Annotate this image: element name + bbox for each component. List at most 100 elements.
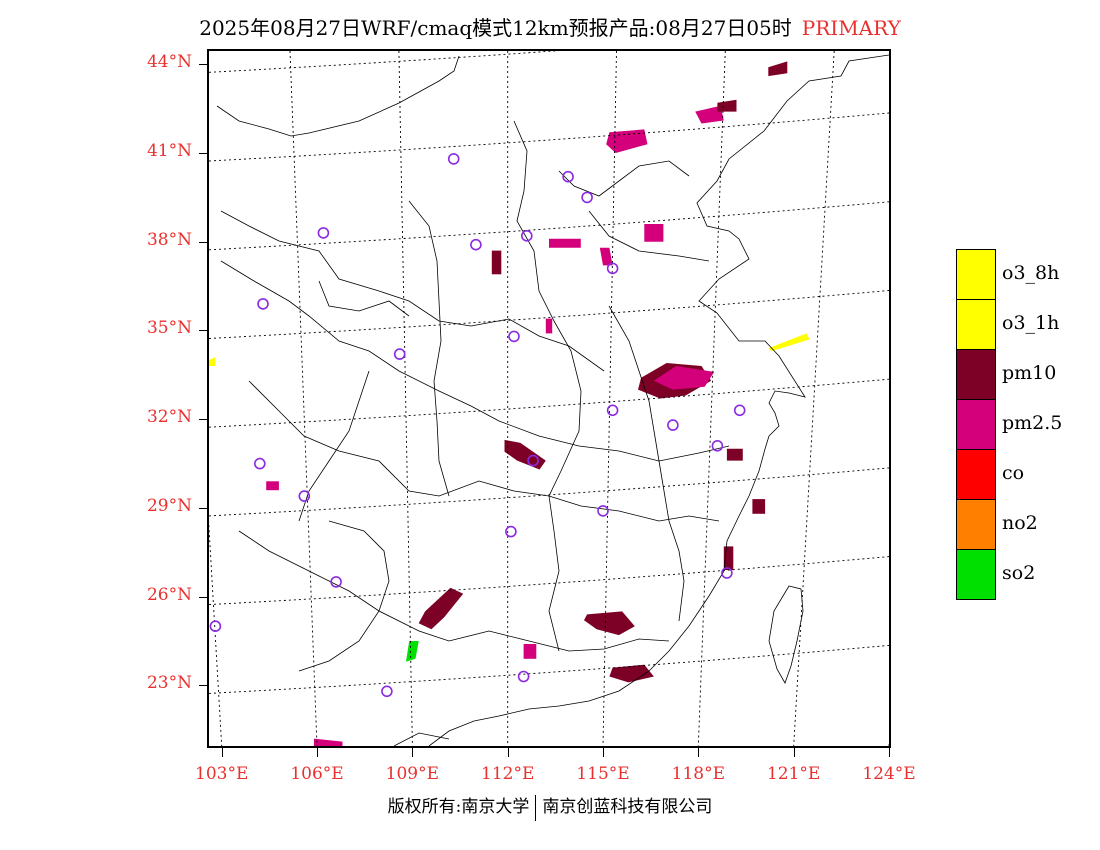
pollution-patch-pm10 [504,439,546,470]
lat-tick-label: 35°N [146,318,192,339]
station-marker [562,170,574,183]
pollution-patch-pm10 [717,99,737,112]
border-d [238,530,670,652]
station-marker [508,330,520,343]
latitude-line [209,51,560,73]
station-marker [733,404,746,417]
pollution-patch-so2 [406,641,419,662]
latitude-line [209,644,889,694]
lon-tick [698,747,700,757]
copyright: 版权所有:南京大学 南京创蓝科技有限公司 [0,792,1100,821]
lat-tick-label: 23°N [146,673,192,694]
longitude-line [209,520,223,746]
lon-tick-label: 112°E [481,764,535,784]
latitude-line [209,290,889,339]
legend-label: pm10 [1002,362,1057,384]
pollution-patch-pm10 [768,61,788,77]
lat-tick-label: 44°N [146,52,192,73]
pollution-patch-pm10 [609,664,654,683]
pollution-patch-pm2-5 [644,224,664,242]
station-marker [381,685,393,698]
station-marker [505,525,517,538]
copyright-separator [535,794,537,821]
lon-tick [889,747,890,757]
station-marker [209,620,222,633]
map-canvas [209,51,889,746]
station-marker [447,153,460,165]
map-title: 2025年08月27日WRF/cmaq模式12km预报产品:08月27日05时 P… [0,12,1100,41]
station-marker [721,567,733,579]
longitude-line [793,51,835,746]
legend-label: o3_1h [1002,312,1060,334]
legend-swatch [956,299,996,350]
legend-swatch [956,349,996,400]
pollution-patch-pm10 [491,250,502,275]
border-b [220,260,730,462]
pollution-patch-pm2-5 [266,481,279,491]
station-marker [520,230,533,242]
map-panel[interactable] [207,49,891,748]
lon-tick [221,747,223,757]
lat-tick-label: 41°N [146,141,192,162]
station-marker [667,419,679,431]
lon-tick-label: 115°E [576,764,630,784]
border-j [588,210,710,262]
latitude-line [209,378,889,428]
border-c [248,380,720,522]
legend-label: pm2.5 [1002,412,1063,434]
pollution-patch-pm2-5 [695,105,724,124]
lon-tick-label: 118°E [671,764,726,784]
border-a [220,210,605,372]
legend-label: o3_8h [1002,262,1060,284]
legend-label: co [1002,462,1025,484]
copyright-right: 南京创蓝科技有限公司 [542,797,713,817]
station-marker [317,227,330,239]
primary-tag: PRIMARY [801,16,901,40]
pollution-patch-pm10 [418,587,464,630]
lat-tick [199,153,209,155]
lat-tick [199,330,209,332]
station-marker [470,238,482,251]
station-marker [581,191,593,204]
station-marker [393,348,406,360]
legend-swatch [956,249,996,300]
pollution-patch-o3_1h [209,357,216,366]
station-marker [253,457,266,470]
station-marker [606,262,619,275]
legend-swatch [956,399,996,450]
lat-tick-label: 26°N [146,584,192,605]
pollution-patch-pm2-5 [653,366,715,390]
pollution-patch-pm2-5 [545,318,553,334]
coastline [696,54,889,437]
station-marker [606,404,619,417]
lon-tick [412,747,414,757]
legend-swatch [956,499,996,550]
latitude-line [209,556,889,606]
lat-tick-label: 38°N [146,229,192,250]
copyright-left: 版权所有:南京大学 [387,797,530,817]
lon-tick-label: 121°E [766,764,821,784]
border-g [608,305,685,622]
legend-label: no2 [1002,512,1038,534]
lon-tick [507,747,509,757]
latitude-line [209,112,889,162]
pollution-layer [209,61,810,746]
pollution-patch-pm2-5 [549,238,581,248]
border-f [513,120,582,652]
border-k [558,160,690,197]
lat-tick-label: 29°N [146,495,192,516]
lon-tick-label: 106°E [290,764,344,784]
legend-swatch [956,549,996,600]
coastline-south [428,435,770,746]
pollution-patch-o3_1h [768,333,810,352]
lon-tick [317,747,319,757]
graticule [209,51,889,746]
longitude-line [697,51,726,746]
pollution-patch-pm10 [752,499,766,514]
northern-border [216,55,460,137]
lat-tick [199,241,209,243]
lon-tick-label: 109°E [385,764,440,784]
legend-label: so2 [1002,562,1036,584]
border-e [408,200,450,497]
lat-tick [199,419,209,421]
